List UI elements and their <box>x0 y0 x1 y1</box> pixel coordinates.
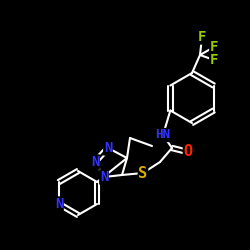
Text: S: S <box>138 166 147 180</box>
Text: N: N <box>55 197 63 211</box>
Text: O: O <box>184 144 192 160</box>
Text: N: N <box>100 170 108 184</box>
Text: F: F <box>210 53 218 67</box>
Text: N: N <box>104 141 112 155</box>
Text: HN: HN <box>156 128 170 141</box>
Text: F: F <box>210 40 218 54</box>
Text: F: F <box>198 30 206 44</box>
Text: N: N <box>91 155 99 169</box>
